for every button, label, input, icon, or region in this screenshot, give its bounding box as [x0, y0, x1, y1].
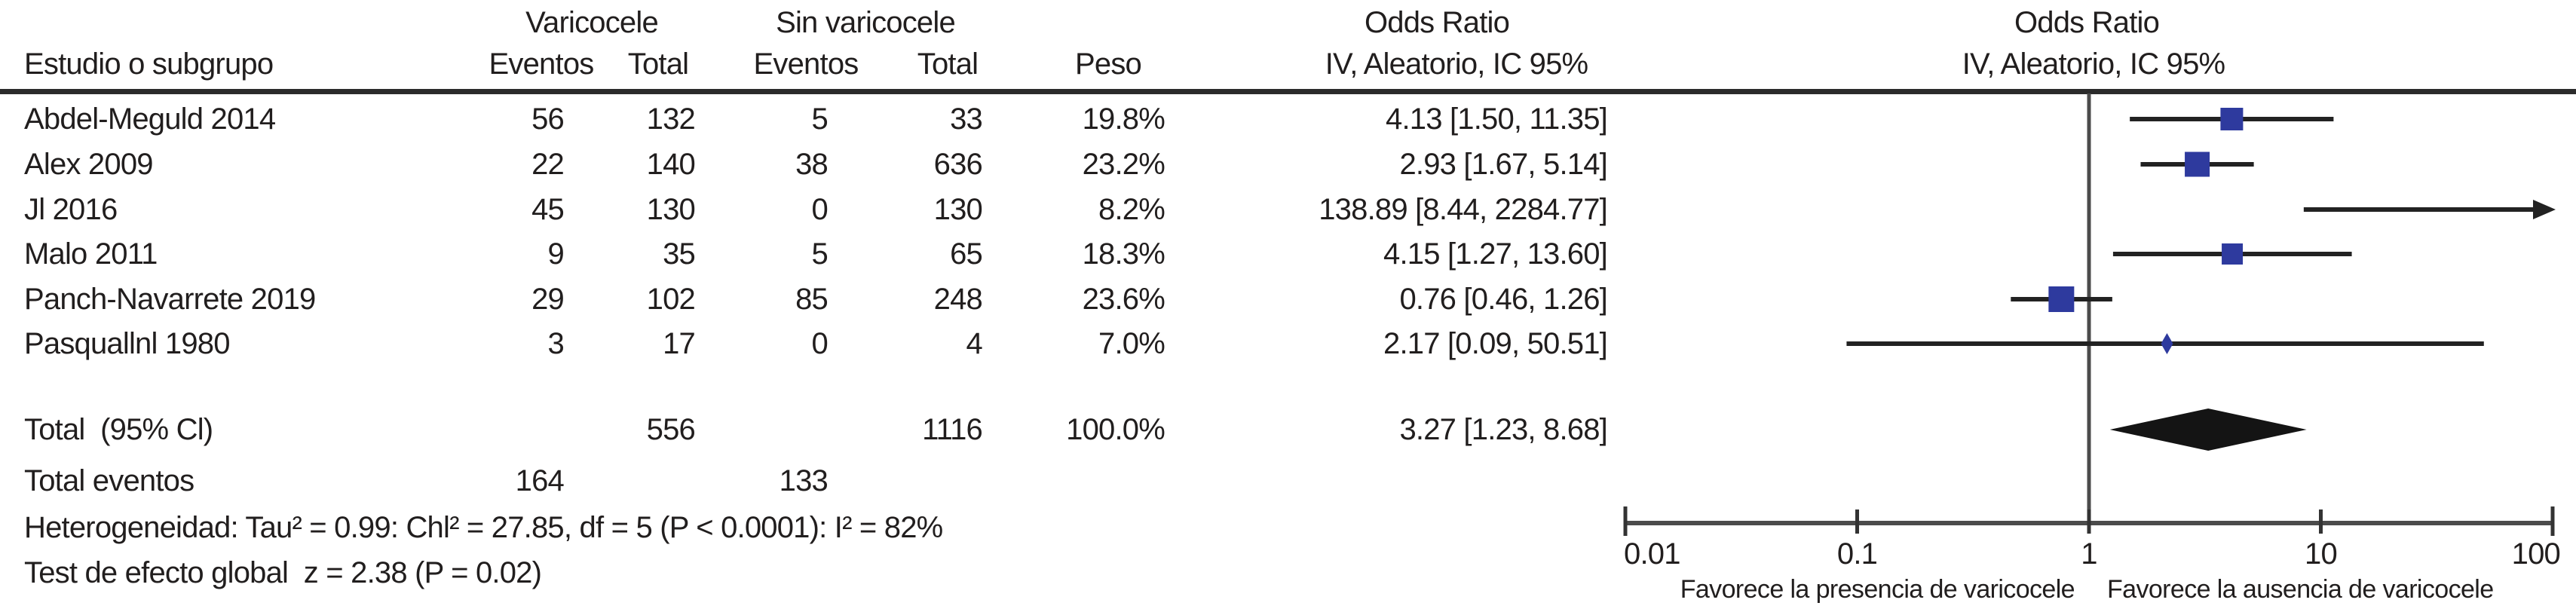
col-group-sin-varicocele: Sin varicocele: [776, 6, 956, 39]
point-estimate-square: [2222, 243, 2244, 265]
favors-right-label: Favorece la ausencia de varicocele: [2107, 575, 2494, 604]
col-header-iv-text: IV, Aleatorio, IC 95%: [1325, 47, 1588, 81]
events-control: 0: [811, 193, 829, 226]
events-varicocele: 56: [531, 103, 565, 136]
events-control: 0: [811, 327, 829, 360]
col-header-total-sin: Total: [917, 47, 979, 81]
weight: 7.0%: [1098, 327, 1165, 360]
weight: 23.2%: [1082, 148, 1165, 181]
col-header-total-var: Total: [627, 47, 689, 81]
or-ci-text: 0.76 [0.46, 1.26]: [1399, 283, 1607, 316]
events-varicocele: 3: [547, 327, 565, 360]
x-axis-tick-label: 10: [2305, 537, 2337, 571]
total-varicocele: 130: [646, 193, 696, 226]
study-name: Jl 2016: [24, 193, 118, 226]
col-header-study: Estudio o subgrupo: [24, 47, 274, 81]
col-header-iv-plot: IV, Aleatorio, IC 95%: [1962, 47, 2225, 81]
total-varicocele: 102: [646, 283, 696, 316]
weight: 19.8%: [1082, 103, 1165, 136]
col-group-varicocele: Varicocele: [525, 6, 659, 39]
events-control: 5: [811, 103, 829, 136]
total-control: 4: [966, 327, 983, 360]
point-estimate-square: [2048, 286, 2075, 312]
pooled-diamond: [2109, 409, 2307, 451]
total-events-label: Total eventos: [24, 464, 195, 497]
header-divider: [0, 89, 2576, 94]
weight: 8.2%: [1098, 193, 1165, 226]
events-control: 85: [795, 283, 829, 316]
events-control: 5: [811, 237, 829, 271]
point-estimate-small-diamond: [2161, 333, 2173, 354]
point-estimate-square: [2220, 108, 2244, 130]
total-control: 65: [950, 237, 983, 271]
weight: 18.3%: [1082, 237, 1165, 271]
or-ci-text: 2.93 [1.67, 5.14]: [1399, 148, 1607, 181]
total-events-control: 133: [779, 464, 829, 497]
events-control: 38: [795, 148, 829, 181]
col-header-eventos-var: Eventos: [489, 47, 595, 81]
events-varicocele: 22: [531, 148, 565, 181]
total-control: 33: [950, 103, 983, 136]
events-varicocele: 45: [531, 193, 565, 226]
col-header-peso: Peso: [1075, 47, 1142, 81]
col-group-odds-ratio-text: Odds Ratio: [1364, 6, 1510, 39]
or-ci-text: 2.17 [0.09, 50.51]: [1383, 327, 1608, 360]
total-varicocele: 35: [663, 237, 696, 271]
x-axis-tick-label: 0.1: [1837, 537, 1877, 571]
total-control: 636: [933, 148, 983, 181]
point-estimate-square: [2185, 151, 2210, 177]
study-name: Panch-Navarrete 2019: [24, 283, 316, 316]
total-row-label: Total (95% Cl): [24, 413, 213, 446]
x-axis-tick-label: 0.01: [1624, 537, 1680, 571]
col-header-eventos-sin: Eventos: [753, 47, 859, 81]
or-ci-text: 4.13 [1.50, 11.35]: [1386, 103, 1608, 136]
total-events-varicocele: 164: [515, 464, 565, 497]
col-group-odds-ratio-plot: Odds Ratio: [2014, 6, 2160, 39]
favors-left-label: Favorece la presencia de varicocele: [1680, 575, 2075, 604]
total-control: 130: [933, 193, 983, 226]
study-name: Alex 2009: [24, 148, 154, 181]
total-row-total-var: 556: [646, 413, 696, 446]
x-axis-tick-label: 100: [2512, 537, 2560, 571]
x-axis-tick-label: 1: [2081, 537, 2097, 571]
or-ci-text: 4.15 [1.27, 13.60]: [1383, 237, 1608, 271]
events-varicocele: 9: [547, 237, 565, 271]
total-varicocele: 132: [646, 103, 696, 136]
heterogeneity-line: Heterogeneidad: Tau² = 0.99: Chl² = 27.8…: [24, 511, 943, 544]
or-ci-text: 138.89 [8.44, 2284.77]: [1319, 193, 1608, 226]
total-varicocele: 17: [663, 327, 696, 360]
study-name: Malo 2011: [24, 237, 158, 271]
arrow-right-icon: [2533, 200, 2556, 219]
total-control: 248: [933, 283, 983, 316]
study-name: Pasquallnl 1980: [24, 327, 230, 360]
weight: 23.6%: [1082, 283, 1165, 316]
study-name: Abdel-Meguld 2014: [24, 103, 276, 136]
total-row-total-sin: 1116: [922, 413, 983, 446]
overall-test-line: Test de efecto global z = 2.38 (P = 0.02…: [24, 556, 542, 589]
total-row-or: 3.27 [1.23, 8.68]: [1399, 413, 1607, 446]
total-row-peso: 100.0%: [1066, 413, 1165, 446]
events-varicocele: 29: [531, 283, 565, 316]
total-varicocele: 140: [646, 148, 696, 181]
